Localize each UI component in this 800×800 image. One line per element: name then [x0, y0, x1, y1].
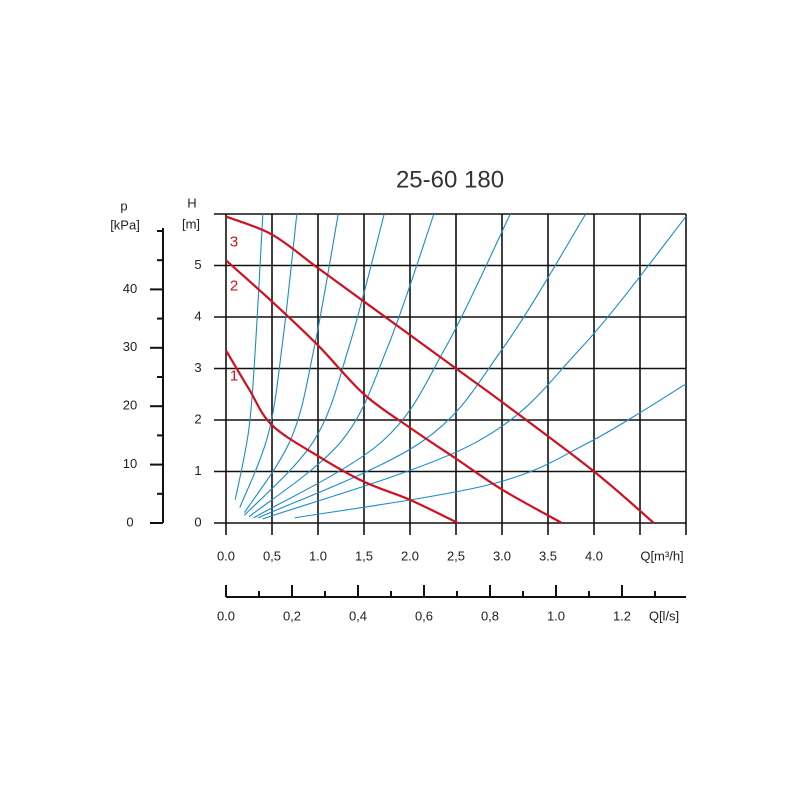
- system-curve: [239, 213, 298, 508]
- x-tick-label: 2,5: [447, 548, 465, 563]
- y-axis-label: H: [187, 195, 196, 210]
- system-curve: [262, 216, 687, 520]
- x-tick-label: 2.0: [401, 548, 419, 563]
- ls-tick-label: 1.2: [613, 608, 631, 623]
- system-curve: [248, 213, 435, 518]
- p-axis-unit: [kPa]: [110, 217, 140, 232]
- p-tick-label: 20: [123, 398, 137, 413]
- ls-tick-label: 0,4: [349, 608, 367, 623]
- system-curve: [243, 213, 339, 513]
- series-label: 2: [230, 277, 238, 294]
- chart-title: 25-60 180: [396, 166, 504, 193]
- x-tick-label: 1,5: [355, 548, 373, 563]
- y-tick-label: 0: [194, 514, 201, 529]
- ls-tick-label: 0,8: [481, 608, 499, 623]
- pump-curve: [225, 259, 563, 524]
- y-axis-unit: [m]: [182, 216, 200, 231]
- system-curve: [257, 213, 587, 519]
- x-axis-label: Q[m³/h]: [640, 548, 683, 563]
- ls-tick-label: 0,2: [283, 608, 301, 623]
- p-tick-label: 30: [123, 339, 137, 354]
- x-tick-label: 3.0: [493, 548, 511, 563]
- x-tick-label: 3.5: [539, 548, 557, 563]
- p-tick-label: 10: [123, 456, 137, 471]
- p-axis-label: p: [120, 198, 127, 213]
- x-tick-label: 0.0: [217, 548, 235, 563]
- y-tick-label: 5: [194, 257, 201, 272]
- series-label: 3: [230, 234, 238, 251]
- system-curve: [253, 213, 511, 519]
- y-tick-label: 2: [194, 411, 201, 426]
- x-tick-label: 4.0: [585, 548, 603, 563]
- y-tick-label: 4: [194, 308, 201, 323]
- ls-tick-label: 0.0: [217, 608, 235, 623]
- p-tick-label: 0: [126, 514, 133, 529]
- pump-curve: [225, 349, 459, 524]
- system-curve: [294, 383, 687, 519]
- ls-tick-label: 1.0: [547, 608, 565, 623]
- series-label: 1: [230, 367, 238, 384]
- y-tick-label: 3: [194, 360, 201, 375]
- x-tick-label: 1.0: [309, 548, 327, 563]
- ls-tick-label: 0,6: [415, 608, 433, 623]
- y-tick-label: 1: [194, 463, 201, 478]
- system-curve: [243, 213, 385, 516]
- x-tick-label: 0,5: [263, 548, 281, 563]
- system-curve: [234, 213, 264, 500]
- ls-axis-label: Q[l/s]: [649, 608, 679, 623]
- p-tick-label: 40: [123, 281, 137, 296]
- pump-curve: [225, 215, 655, 524]
